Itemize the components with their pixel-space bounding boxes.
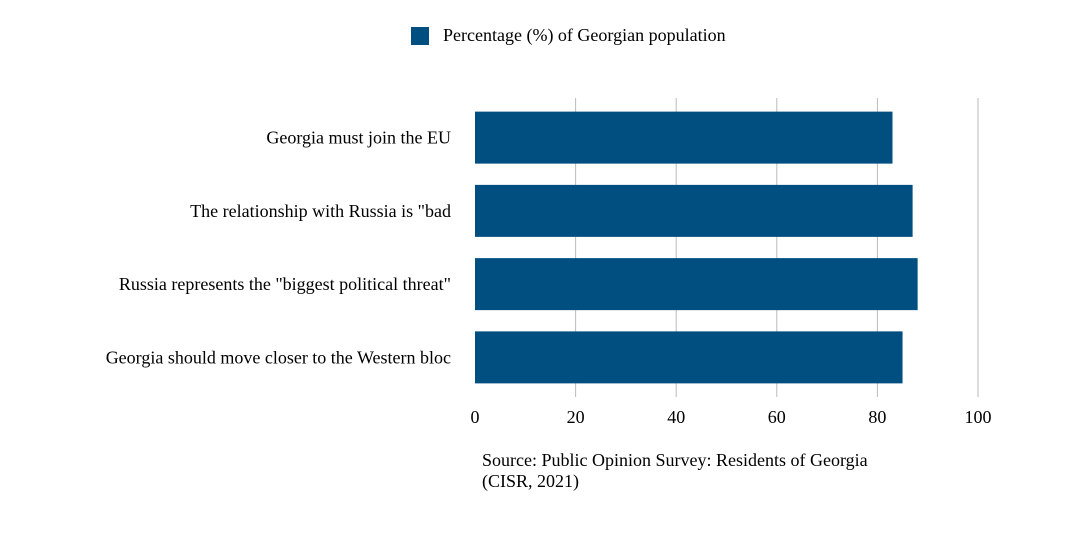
- bar: [475, 258, 918, 311]
- legend-label: Percentage (%) of Georgian population: [443, 25, 726, 45]
- x-tick-label: 80: [868, 407, 886, 427]
- bar: [475, 184, 913, 237]
- y-tick-label: Georgia must join the EU: [266, 128, 451, 148]
- x-tick-label: 0: [471, 407, 480, 427]
- y-tick-label: The relationship with Russia is "bad: [190, 201, 451, 221]
- bar: [475, 331, 903, 384]
- x-tick-label: 40: [667, 407, 685, 427]
- y-tick-label: Georgia should move closer to the Wester…: [106, 347, 451, 367]
- y-tick-label: Russia represents the "biggest political…: [119, 274, 451, 294]
- source-note: Source: Public Opinion Survey: Residents…: [482, 450, 868, 491]
- x-tick-label: 20: [567, 407, 585, 427]
- x-tick-label: 60: [768, 407, 786, 427]
- bar: [475, 111, 893, 164]
- x-tick-label: 100: [965, 407, 992, 427]
- legend-swatch: [411, 26, 429, 45]
- legend: Percentage (%) of Georgian population: [411, 25, 726, 46]
